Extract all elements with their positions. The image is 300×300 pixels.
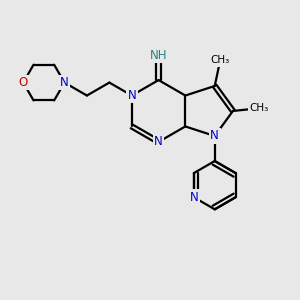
Text: N: N — [128, 89, 136, 102]
Text: CH₃: CH₃ — [249, 103, 269, 113]
Text: N: N — [210, 130, 219, 142]
Text: NH: NH — [150, 49, 167, 62]
Text: N: N — [60, 76, 69, 89]
Text: N: N — [190, 191, 198, 204]
Text: CH₃: CH₃ — [211, 55, 230, 65]
Text: N: N — [154, 135, 163, 148]
Text: O: O — [19, 76, 28, 89]
